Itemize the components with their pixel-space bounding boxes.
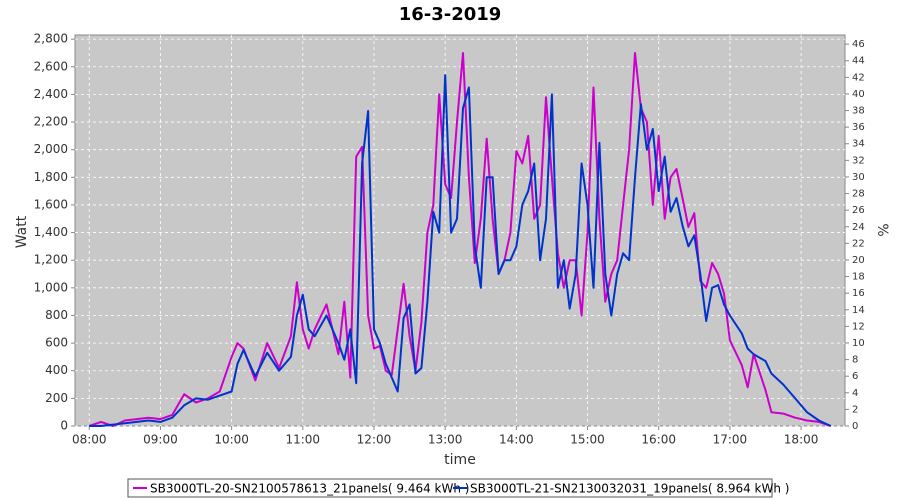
y2-tick-label: 46 xyxy=(852,39,865,50)
x-tick-label: 16:00 xyxy=(641,433,676,447)
y2-tick-label: 24 xyxy=(852,222,865,233)
y2-tick-label: 40 xyxy=(852,89,865,100)
chart-title: 16-3-2019 xyxy=(399,4,502,25)
x-tick-label: 13:00 xyxy=(428,433,463,447)
x-tick-label: 09:00 xyxy=(143,433,178,447)
legend-label: SB3000TL-21-SN2130032031_19panels( 8.964… xyxy=(470,482,789,496)
y2-tick-label: 22 xyxy=(852,238,865,249)
series-line xyxy=(89,74,832,427)
y-tick-label: 2,000 xyxy=(34,142,68,156)
x-tick-label: 08:00 xyxy=(72,433,107,447)
y2-tick-label: 28 xyxy=(852,189,865,200)
y-tick-label: 2,200 xyxy=(34,115,68,129)
y2-tick-label: 18 xyxy=(852,272,865,283)
x-axis-label: time xyxy=(444,452,476,468)
y2-tick-label: 42 xyxy=(852,72,865,83)
y-tick-label: 1,600 xyxy=(34,197,68,211)
y2-tick-label: 6 xyxy=(852,371,858,382)
y2-tick-label: 4 xyxy=(852,388,858,399)
y2-tick-label: 2 xyxy=(852,404,858,415)
y2-tick-label: 0 xyxy=(852,421,858,432)
y2-tick-label: 32 xyxy=(852,155,865,166)
y2-tick-label: 12 xyxy=(852,321,865,332)
y2-tick-label: 30 xyxy=(852,172,865,183)
x-tick-label: 14:00 xyxy=(499,433,534,447)
y-axis-label: Watt xyxy=(14,215,30,248)
y2-tick-label: 20 xyxy=(852,255,865,266)
y-tick-label: 0 xyxy=(60,419,68,433)
y2-axis-label: % xyxy=(874,223,890,236)
x-tick-label: 15:00 xyxy=(570,433,605,447)
y-tick-label: 2,600 xyxy=(34,59,68,73)
y2-tick-label: 16 xyxy=(852,288,865,299)
y-tick-label: 600 xyxy=(45,336,68,350)
y-tick-label: 200 xyxy=(45,391,68,405)
y-tick-label: 1,000 xyxy=(34,280,68,294)
x-tick-label: 10:00 xyxy=(214,433,249,447)
series-line xyxy=(88,52,832,427)
x-tick-label: 17:00 xyxy=(713,433,748,447)
x-tick-label: 12:00 xyxy=(357,433,392,447)
x-tick-label: 11:00 xyxy=(285,433,320,447)
y2-tick-label: 10 xyxy=(852,338,865,349)
y-tick-label: 1,200 xyxy=(34,253,68,267)
y-tick-label: 2,400 xyxy=(34,87,68,101)
x-tick-label: 18:00 xyxy=(784,433,819,447)
plot-area xyxy=(74,34,846,427)
y2-tick-label: 38 xyxy=(852,106,865,117)
y-tick-label: 1,800 xyxy=(34,170,68,184)
legend-label: SB3000TL-20-SN2100578613_21panels( 9.464… xyxy=(150,482,469,496)
y-tick-label: 1,400 xyxy=(34,225,68,239)
y2-tick-label: 14 xyxy=(852,305,865,316)
y-tick-label: 400 xyxy=(45,363,68,377)
y-tick-label: 2,800 xyxy=(34,32,68,46)
y2-tick-label: 36 xyxy=(852,122,865,133)
y2-tick-label: 34 xyxy=(852,139,865,150)
y2-tick-label: 26 xyxy=(852,205,865,216)
y2-tick-label: 44 xyxy=(852,56,865,67)
y-tick-label: 800 xyxy=(45,308,68,322)
legend xyxy=(127,478,773,498)
y2-tick-label: 8 xyxy=(852,355,858,366)
